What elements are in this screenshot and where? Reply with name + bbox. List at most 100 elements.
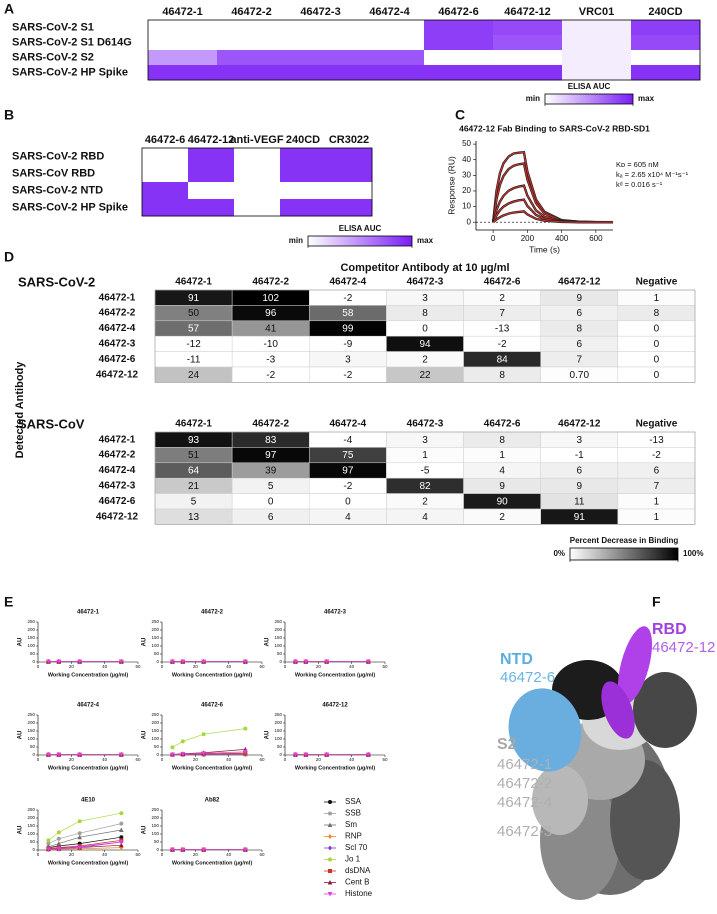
- row-label: 46472-12: [96, 511, 139, 522]
- column-label: 46472-12: [558, 277, 601, 288]
- x-tick-label: 20: [316, 664, 322, 669]
- panel-letter: D: [4, 249, 14, 265]
- cell-label: 82: [419, 481, 431, 492]
- cell-label: 93: [188, 435, 200, 446]
- row-label: SARS-CoV-2 NTD: [12, 184, 103, 196]
- column-label: Negative: [636, 277, 678, 288]
- data-point: [303, 752, 309, 758]
- cell-label: 97: [265, 450, 277, 461]
- cell-label: 24: [188, 370, 200, 381]
- row-label: 46472-2: [99, 450, 136, 461]
- row-label: 46472-6: [99, 496, 136, 507]
- series-line: [48, 823, 122, 844]
- column-label: 46472-12: [504, 6, 551, 18]
- heat-cell: [286, 35, 356, 51]
- cell-label: 21: [188, 481, 200, 492]
- row-label: SARS-CoV-2 HP Spike: [12, 201, 128, 213]
- y-tick-label: 200: [27, 815, 35, 820]
- y-tick-label: 100: [151, 643, 159, 648]
- x-tick-label: 40: [102, 664, 108, 669]
- data-point: [180, 659, 186, 665]
- table-frame: [154, 431, 696, 525]
- cell-label: -2: [343, 370, 352, 381]
- data-point: [56, 841, 62, 846]
- y-tick-label: 50: [30, 651, 36, 656]
- cell-label: 6: [577, 308, 583, 319]
- heat-cell: [148, 35, 218, 51]
- data-point: [46, 838, 51, 843]
- data-point: [243, 659, 248, 665]
- cell-label: 9: [577, 481, 583, 492]
- heat-cell: [217, 20, 287, 36]
- data-point: [180, 752, 186, 757]
- column-label: CR3022: [329, 134, 369, 146]
- legend-label: SSA: [345, 797, 362, 806]
- y-tick-label: 250: [274, 712, 282, 717]
- x-tick-label: 40: [226, 757, 232, 762]
- heat-cell: [188, 199, 235, 217]
- data-point: [170, 847, 175, 853]
- x-axis-title: Working Concentration (µg/ml): [295, 672, 376, 678]
- x-tick-label: 0: [161, 852, 164, 857]
- x-axis-title: Working Concentration (µg/ml): [172, 860, 253, 866]
- data-point: [56, 752, 62, 758]
- cell-label: -5: [421, 466, 430, 477]
- cell-label: -2: [343, 293, 352, 304]
- data-point: [56, 659, 62, 665]
- cell-label: 50: [188, 308, 200, 319]
- chart-title: 46472-6: [201, 703, 224, 709]
- chart-title: 4E10: [81, 798, 96, 804]
- y-tick-label: 100: [274, 736, 282, 741]
- heat-cell: [234, 182, 281, 200]
- x-tick-label: 60: [382, 664, 388, 669]
- data-point: [170, 752, 175, 758]
- column-label: 46472-4: [369, 6, 410, 18]
- y-tick-label: 150: [151, 635, 159, 640]
- legend-marker: [327, 880, 333, 885]
- y-tick-label: 200: [27, 627, 35, 632]
- chart-title: 46472-12: [322, 703, 348, 709]
- cell-label: 13: [188, 512, 200, 523]
- cell-label: 1: [654, 512, 660, 523]
- x-tick-label: 20: [193, 664, 199, 669]
- heat-cell: [142, 165, 189, 183]
- series-line: [48, 836, 122, 848]
- colorbar-title: ELISA AUC: [339, 224, 382, 233]
- cell-label: 4: [499, 466, 505, 477]
- cell-label: -2: [343, 481, 352, 492]
- cell-label: 64: [188, 466, 200, 477]
- heat-cell: [142, 148, 189, 166]
- panel-letter: A: [4, 1, 14, 17]
- row-label: 46472-3: [99, 481, 136, 492]
- x-tick-label: 40: [226, 852, 232, 857]
- s2-label: S2: [497, 736, 517, 753]
- cell-label: 5: [268, 481, 274, 492]
- row-label: SARS-CoV-2 RBD: [12, 150, 104, 162]
- spike-structure: [508, 626, 697, 900]
- heat-cell: [148, 20, 218, 36]
- column-label: anti-VEGF: [230, 134, 283, 146]
- chart-title: 46472-1: [77, 610, 100, 616]
- y-tick-label: 50: [277, 651, 283, 656]
- cell-label: 0: [268, 496, 274, 507]
- data-point: [201, 751, 206, 756]
- panel-letter: B: [4, 107, 14, 123]
- column-label: 46472-3: [300, 6, 340, 18]
- cell-label: 2: [422, 496, 428, 507]
- colorbar-tick-label: max: [417, 236, 434, 245]
- row-label: SARS-CoV-2 S2: [12, 51, 94, 63]
- y-axis-title: AU: [18, 826, 24, 835]
- data-point: [293, 752, 298, 758]
- column-label: 46472-6: [484, 277, 521, 288]
- y-tick-label: 150: [151, 823, 159, 828]
- y-tick-label: 200: [151, 815, 159, 820]
- y-tick-label: 250: [151, 712, 159, 717]
- data-point: [180, 739, 185, 744]
- colorbar-title: ELISA AUC: [568, 82, 611, 91]
- heat-cell: [424, 65, 494, 81]
- column-label: 46472-2: [252, 419, 289, 430]
- data-point: [56, 846, 62, 852]
- x-tick-label: 60: [382, 757, 388, 762]
- heat-cell: [286, 50, 356, 66]
